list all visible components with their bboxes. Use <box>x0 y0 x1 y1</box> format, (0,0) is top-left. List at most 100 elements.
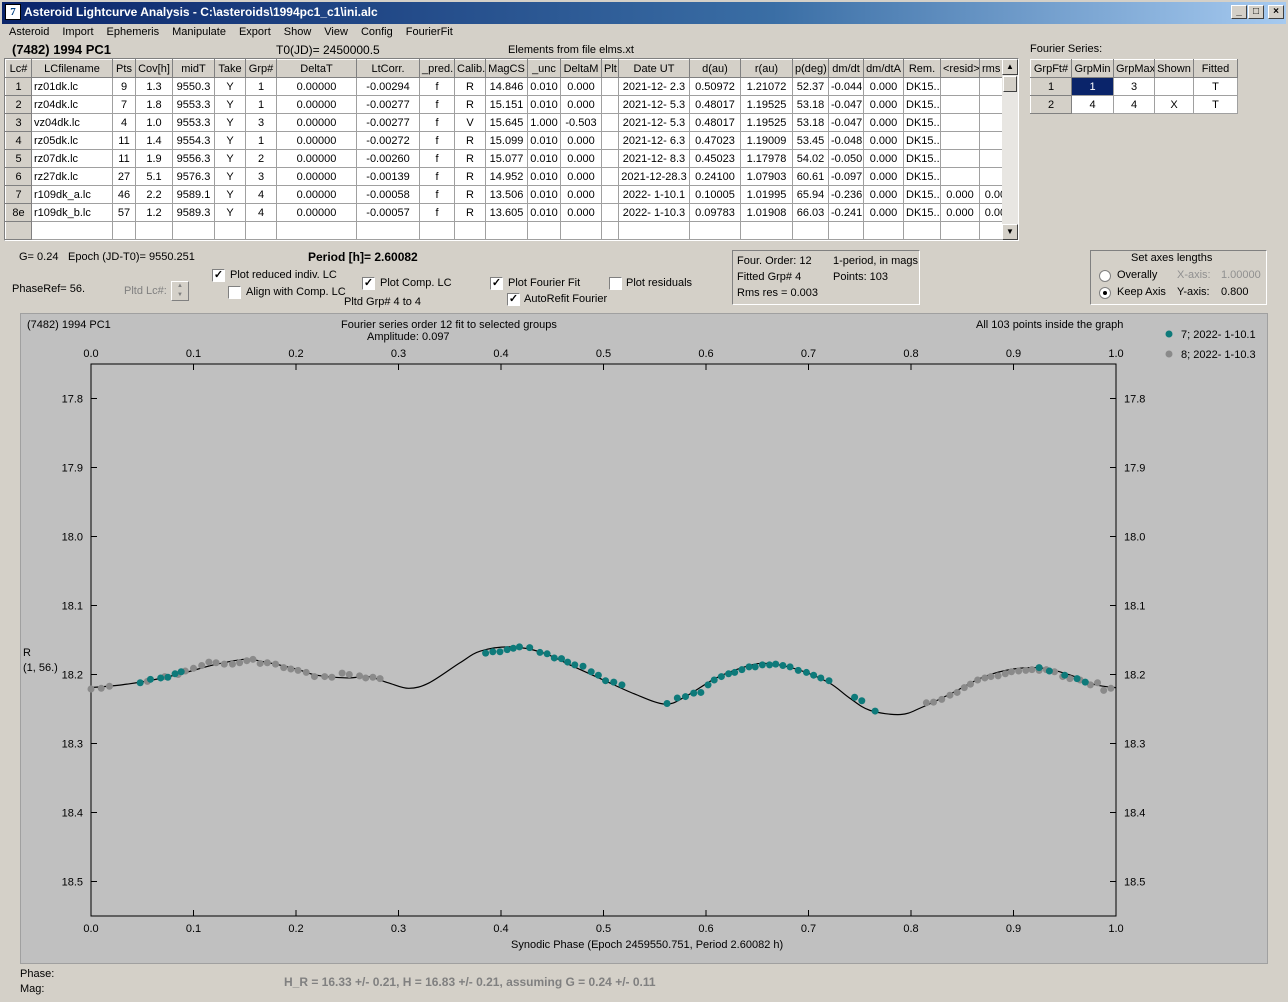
table-cell[interactable]: rz27dk.lc <box>31 167 113 186</box>
table-cell[interactable]: r109dk_b.lc <box>31 203 113 222</box>
table-cell[interactable]: vz04dk.lc <box>31 113 113 132</box>
column-header[interactable]: midT <box>172 59 215 78</box>
table-vertical-scrollbar[interactable]: ▲ ▼ <box>1002 59 1018 240</box>
table-cell[interactable]: 1 <box>1071 77 1114 96</box>
table-cell[interactable]: rz04dk.lc <box>31 95 113 114</box>
table-cell[interactable] <box>940 167 980 186</box>
table-cell[interactable] <box>485 221 528 240</box>
table-cell[interactable]: 1.2 <box>135 203 173 222</box>
table-cell[interactable]: Y <box>214 167 246 186</box>
table-cell[interactable]: 2.2 <box>135 185 173 204</box>
table-cell[interactable]: 9550.3 <box>172 77 215 96</box>
table-cell[interactable]: R <box>454 185 486 204</box>
table-cell[interactable]: 4 <box>1071 95 1114 114</box>
scroll-up-icon[interactable]: ▲ <box>1002 59 1018 75</box>
overally-radio[interactable] <box>1099 270 1111 282</box>
table-cell[interactable]: R <box>454 167 486 186</box>
table-cell[interactable]: 0.000 <box>863 185 904 204</box>
table-cell[interactable]: 1.07903 <box>740 167 793 186</box>
table-cell[interactable]: -0.00260 <box>356 149 420 168</box>
column-header[interactable]: r(au) <box>740 59 793 78</box>
table-cell[interactable] <box>618 221 690 240</box>
table-cell[interactable] <box>740 221 793 240</box>
table-cell[interactable] <box>527 221 561 240</box>
menu-export[interactable]: Export <box>238 26 271 38</box>
table-cell[interactable] <box>601 131 619 150</box>
table-row-empty[interactable] <box>5 221 1018 240</box>
table-cell[interactable]: 1.3 <box>135 77 173 96</box>
table-cell[interactable]: 65.94 <box>792 185 829 204</box>
table-cell[interactable]: 0.000 <box>560 167 602 186</box>
table-cell[interactable]: 1.000 <box>527 113 561 132</box>
table-cell[interactable] <box>601 167 619 186</box>
table-cell[interactable]: 0.09783 <box>689 203 741 222</box>
table-cell[interactable]: 4 <box>112 113 136 132</box>
table-cell[interactable]: Y <box>214 185 246 204</box>
table-cell[interactable]: 0.000 <box>560 131 602 150</box>
table-cell[interactable]: Y <box>214 149 246 168</box>
menu-config[interactable]: Config <box>360 26 393 38</box>
table-cell[interactable] <box>276 221 357 240</box>
table-cell[interactable]: Y <box>214 95 246 114</box>
table-row[interactable]: 2 rz04dk.lc 7 1.8 9553.3 Y 1 0.00000 -0.00277 f R 1… <box>5 95 1018 114</box>
table-cell[interactable]: 1.21072 <box>740 77 793 96</box>
table-cell[interactable]: 4 <box>245 185 277 204</box>
table-cell[interactable]: 0.45023 <box>689 149 741 168</box>
table-cell[interactable]: -0.00272 <box>356 131 420 150</box>
table-cell[interactable]: DK15.. <box>903 131 941 150</box>
menu-show[interactable]: Show <box>283 26 312 38</box>
row-header[interactable]: 4 <box>5 131 32 150</box>
table-cell[interactable]: f <box>419 77 455 96</box>
table-cell[interactable] <box>601 149 619 168</box>
table-cell[interactable]: 1.19525 <box>740 113 793 132</box>
table-cell[interactable]: 0.000 <box>863 203 904 222</box>
table-cell[interactable]: 13.605 <box>485 203 528 222</box>
table-cell[interactable]: 0.000 <box>863 95 904 114</box>
column-header[interactable]: _unc <box>527 59 561 78</box>
column-header[interactable]: dm/dtA <box>863 59 904 78</box>
table-cell[interactable]: r109dk_a.lc <box>31 185 113 204</box>
align-comp-checkbox[interactable] <box>228 286 241 299</box>
table-cell[interactable]: -0.00277 <box>356 95 420 114</box>
table-cell[interactable]: rz07dk.lc <box>31 149 113 168</box>
table-cell[interactable]: 0.00000 <box>276 113 357 132</box>
table-cell[interactable] <box>601 77 619 96</box>
table-cell[interactable] <box>903 221 941 240</box>
table-cell[interactable]: 0.00000 <box>276 95 357 114</box>
table-cell[interactable]: Y <box>214 131 246 150</box>
table-cell[interactable]: f <box>419 167 455 186</box>
table-cell[interactable]: DK15.. <box>903 185 941 204</box>
close-button[interactable]: × <box>1268 5 1284 19</box>
table-cell[interactable] <box>940 131 980 150</box>
table-cell[interactable]: 9 <box>112 77 136 96</box>
table-cell[interactable]: 1.19525 <box>740 95 793 114</box>
row-header[interactable]: 1 <box>5 77 32 96</box>
column-header[interactable]: DeltaT <box>276 59 357 78</box>
table-row[interactable]: 5 rz07dk.lc 11 1.9 9556.3 Y 2 0.00000 -0.00260 f R… <box>5 149 1018 168</box>
table-cell[interactable]: R <box>454 149 486 168</box>
table-cell[interactable]: 9576.3 <box>172 167 215 186</box>
column-header[interactable]: Cov[h] <box>135 59 173 78</box>
plot-fourier-checkbox[interactable]: ✓ <box>490 277 503 290</box>
table-cell[interactable]: 0.00000 <box>276 203 357 222</box>
table-cell[interactable]: 0.000 <box>940 203 980 222</box>
table-cell[interactable]: 14.952 <box>485 167 528 186</box>
table-row[interactable]: 1 rz01dk.lc 9 1.3 9550.3 Y 1 0.00000 -0.00294 f R 1… <box>5 77 1018 96</box>
table-cell[interactable]: 9553.3 <box>172 113 215 132</box>
table-cell[interactable]: f <box>419 185 455 204</box>
table-cell[interactable]: 0.010 <box>527 149 561 168</box>
table-row[interactable]: 3 vz04dk.lc 4 1.0 9553.3 Y 3 0.00000 -0.00277 f V 1… <box>5 113 1018 132</box>
table-cell[interactable]: 15.077 <box>485 149 528 168</box>
table-cell[interactable]: DK15.. <box>903 149 941 168</box>
table-cell[interactable]: 3 <box>245 167 277 186</box>
table-cell[interactable]: 15.645 <box>485 113 528 132</box>
table-cell[interactable] <box>601 95 619 114</box>
table-cell[interactable]: DK15.. <box>903 77 941 96</box>
keep-axis-radio[interactable] <box>1099 287 1111 299</box>
table-cell[interactable]: 2021-12- 5.3 <box>618 95 690 114</box>
table-cell[interactable]: 1.01908 <box>740 203 793 222</box>
row-header[interactable]: 7 <box>5 185 32 204</box>
table-cell[interactable]: 0.000 <box>940 185 980 204</box>
column-header[interactable]: Shown <box>1154 59 1194 78</box>
